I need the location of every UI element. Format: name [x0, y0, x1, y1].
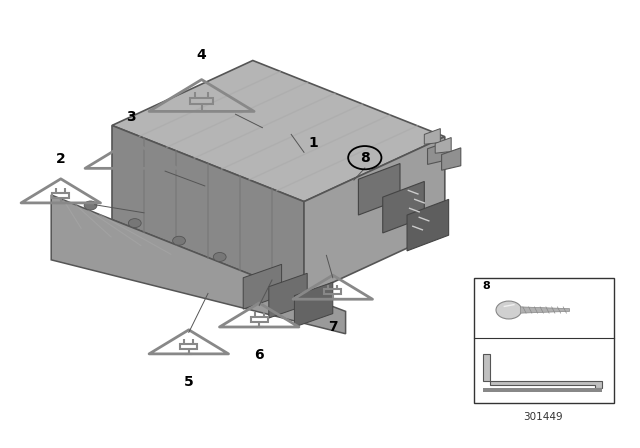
Polygon shape [358, 164, 400, 215]
Polygon shape [520, 307, 570, 313]
Circle shape [173, 236, 186, 245]
Polygon shape [51, 195, 346, 334]
Polygon shape [442, 148, 461, 170]
Bar [250, 317, 268, 322]
Bar [180, 344, 198, 349]
Polygon shape [112, 125, 304, 296]
Polygon shape [424, 129, 440, 144]
Bar [52, 193, 70, 198]
Text: 8: 8 [360, 151, 370, 165]
Text: 8: 8 [482, 280, 490, 291]
Polygon shape [407, 199, 449, 251]
Circle shape [496, 301, 522, 319]
Polygon shape [112, 60, 445, 202]
Polygon shape [243, 264, 282, 309]
Text: 4: 4 [196, 47, 207, 62]
Polygon shape [294, 282, 333, 327]
Circle shape [129, 219, 141, 228]
Bar [483, 388, 602, 392]
Text: 3: 3 [126, 110, 136, 125]
Text: 6: 6 [254, 348, 264, 362]
Text: 1: 1 [308, 136, 319, 151]
Polygon shape [383, 181, 424, 233]
Polygon shape [435, 138, 451, 153]
Bar [324, 289, 342, 294]
Polygon shape [483, 354, 602, 388]
Polygon shape [304, 137, 445, 296]
Polygon shape [428, 142, 447, 164]
Text: 7: 7 [328, 320, 338, 334]
Circle shape [213, 253, 226, 262]
Bar [190, 98, 213, 104]
Text: 2: 2 [56, 152, 66, 166]
Polygon shape [269, 273, 307, 318]
Bar [121, 157, 141, 162]
Text: 5: 5 [184, 375, 194, 389]
Text: 301449: 301449 [523, 412, 563, 422]
Circle shape [84, 201, 97, 210]
Bar [474, 278, 614, 403]
